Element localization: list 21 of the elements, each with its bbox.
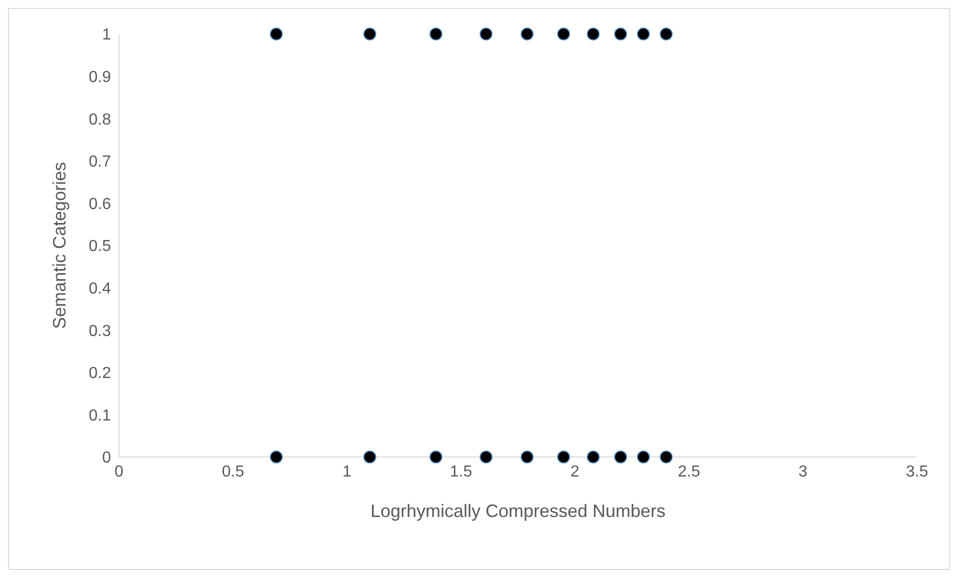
y-tick-label: 0.5 — [88, 238, 112, 256]
y-tick-label: 0.4 — [88, 280, 112, 298]
y-axis-title: Semantic Categories — [49, 162, 70, 330]
x-tick-label: 0 — [114, 463, 124, 480]
y-tick-label: 0.8 — [88, 111, 112, 128]
y-tick-label: 0.6 — [88, 196, 112, 213]
y-tick-label: 0 — [102, 450, 112, 467]
y-tick-label: 0.3 — [88, 322, 112, 340]
x-axis-title: Logrhymically Compressed Numbers — [370, 501, 666, 521]
y-tick-label: 0.9 — [88, 68, 112, 86]
x-tick-label: 3.5 — [906, 463, 928, 480]
x-tick-label: 0.5 — [222, 463, 244, 480]
y-tick-label: 0.7 — [88, 154, 112, 171]
x-tick-label: 2.5 — [678, 463, 700, 480]
y-tick-label: 0.1 — [88, 407, 112, 424]
y-tick-label: 1 — [102, 26, 112, 44]
y-tick-label: 0.2 — [88, 365, 112, 382]
x-tick-label: 3 — [798, 463, 808, 480]
x-tick-label: 2 — [570, 463, 580, 480]
x-tick-label: 1 — [342, 463, 352, 480]
x-tick-label: 1.5 — [450, 463, 472, 480]
